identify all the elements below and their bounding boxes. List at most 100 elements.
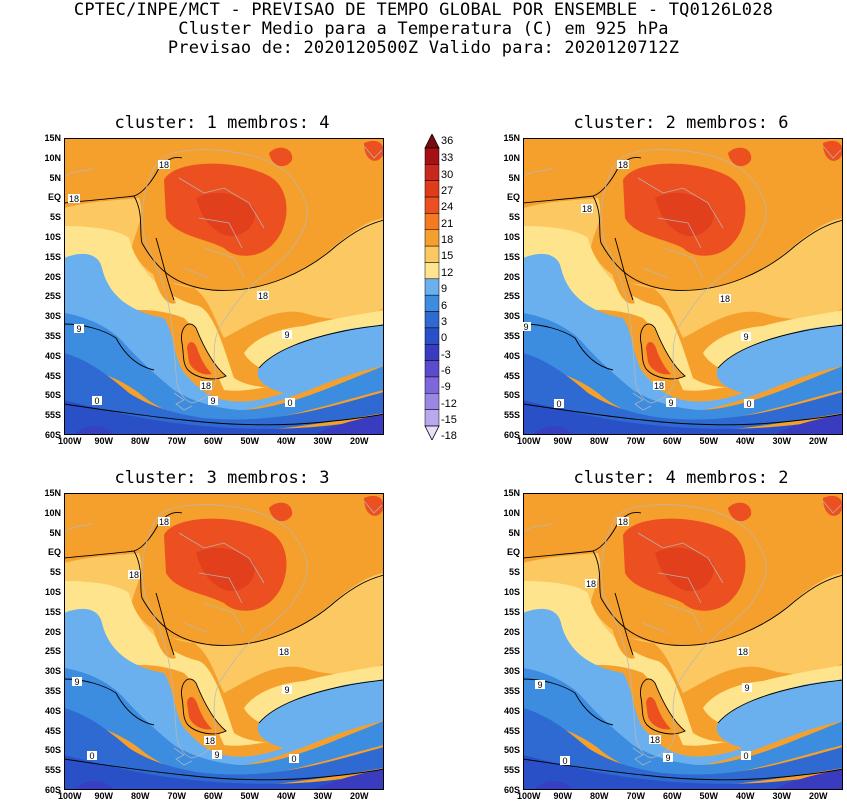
contour-label: 18 (258, 291, 268, 301)
lon-tick-label: 90W (94, 791, 114, 801)
lat-tick-label: 5S (508, 212, 520, 223)
colorbar-tick-label: 33 (441, 152, 454, 165)
lon-tick-label: 40W (277, 791, 296, 801)
lat-tick-label: 60S (503, 785, 520, 795)
lat-tick-label: 40S (503, 705, 520, 716)
colorbar-swatch (424, 147, 440, 165)
lat-tick-label: 15N (503, 133, 520, 143)
colorbar-tick-label: 24 (441, 201, 454, 214)
panel-title: cluster: 2 membros: 6 (573, 113, 789, 133)
contour-label: 18 (586, 579, 596, 589)
lat-tick-label: 30S (44, 311, 61, 322)
contour-label: 18 (582, 204, 592, 214)
lat-tick-label: 20S (503, 271, 520, 282)
lat-tick-label: 25S (503, 291, 520, 302)
lat-tick-label: 25S (44, 646, 61, 657)
contour-label: 18 (720, 294, 730, 304)
lon-tick-label: 40W (277, 436, 296, 446)
contour-label: 9 (744, 683, 749, 693)
colorbar-tick-label: -6 (441, 364, 451, 377)
contour-label: 18 (650, 735, 660, 745)
panel-title: cluster: 1 membros: 4 (114, 113, 330, 133)
lat-tick-label: 5N (508, 172, 520, 183)
colorbar-tick-label: 9 (441, 283, 448, 296)
lat-tick-label: 5S (49, 212, 61, 223)
lon-tick-label: 70W (626, 791, 646, 801)
contour-label: 9 (668, 398, 673, 408)
lat-tick-label: 15N (44, 488, 61, 498)
colorbar (424, 134, 440, 440)
lat-tick-label: 55S (44, 410, 61, 421)
lon-tick-label: 100W (517, 436, 541, 446)
contour-label: 18 (159, 160, 169, 170)
colorbar-swatch (424, 229, 440, 247)
lat-tick-label: 5N (508, 527, 520, 538)
lat-tick-label: 10S (44, 232, 61, 242)
lat-tick-label: 55S (503, 765, 520, 776)
lon-tick-label: 100W (58, 791, 82, 801)
colorbar-swatch (424, 311, 440, 329)
contour-label: 18 (654, 381, 664, 391)
colorbar-tick-label: 6 (441, 299, 448, 312)
contour-label: 9 (665, 753, 670, 763)
lon-tick-label: 30W (313, 436, 333, 446)
lat-tick-label: 15N (503, 488, 520, 498)
lon-tick-label: 30W (313, 791, 333, 801)
header-title: CPTEC/INPE/MCT - PREVISAO DE TEMPO GLOBA… (73, 0, 774, 20)
lat-tick-label: 10N (503, 152, 520, 163)
colorbar-swatch (424, 245, 440, 263)
contour-label: 0 (89, 751, 94, 761)
contour-label: 9 (537, 680, 542, 690)
colorbar-swatch (424, 409, 440, 427)
lat-tick-label: 50S (44, 745, 61, 756)
lat-tick-label: 20S (503, 626, 520, 637)
lon-tick-label: 40W (736, 791, 755, 801)
temperature-map: 18 18 18 9 9 18 9 0 0 (64, 493, 384, 790)
lon-tick-label: 90W (553, 436, 573, 446)
colorbar-swatch (424, 164, 440, 181)
lat-tick-label: 15N (44, 133, 61, 143)
contour-label: 18 (738, 647, 748, 657)
lat-tick-label: 60S (44, 785, 61, 795)
lon-tick-label: 80W (590, 791, 609, 801)
colorbar-tick-label: -9 (441, 381, 451, 394)
colorbar-tick-label: 15 (441, 250, 454, 263)
lat-tick-label: 55S (503, 410, 520, 421)
contour-label: 0 (287, 398, 292, 408)
colorbar-top-arrow (424, 134, 440, 149)
temperature-map: 18 18 18 9 9 18 9 0 0 (64, 138, 384, 435)
contour-label: 18 (159, 517, 169, 527)
lon-tick-label: 50W (699, 791, 719, 801)
contour-label: 18 (201, 381, 211, 391)
colorbar-tick-label: -15 (441, 414, 457, 426)
lon-tick-label: 70W (626, 436, 646, 446)
lat-tick-label: 25S (503, 646, 520, 657)
colorbar-swatch (424, 327, 440, 345)
colorbar-swatch (424, 294, 440, 312)
contour-label: 0 (291, 754, 296, 764)
contour-label: 18 (129, 570, 139, 580)
lat-tick-label: 30S (44, 666, 61, 677)
lat-tick-label: 10S (44, 587, 61, 597)
lon-tick-label: 90W (94, 436, 114, 446)
contour-label: 9 (210, 396, 215, 406)
contour-label: 0 (746, 399, 751, 409)
lat-tick-label: 40S (44, 350, 61, 361)
panel-title: cluster: 3 membros: 3 (114, 468, 330, 488)
contour-label: 9 (76, 324, 81, 334)
header-dates: Previsao de: 2020120500Z Valido para: 20… (167, 38, 680, 58)
lat-tick-label: 5N (49, 527, 61, 538)
temperature-map: 18 18 18 9 9 18 9 0 0 (523, 138, 843, 435)
colorbar-tick-label: 27 (441, 185, 454, 198)
lat-tick-label: 45S (503, 370, 520, 381)
lat-tick-label: 10N (44, 507, 61, 518)
lat-tick-label: 35S (503, 331, 520, 341)
lat-tick-label: 35S (44, 331, 61, 341)
lon-tick-label: 100W (58, 436, 82, 446)
lat-tick-label: 10N (503, 507, 520, 518)
colorbar-tick-label: 0 (441, 332, 448, 345)
colorbar-swatch (424, 360, 440, 378)
lon-tick-label: 70W (167, 791, 187, 801)
colorbar-tick-label: 18 (441, 234, 454, 247)
contour-label: 18 (618, 517, 628, 527)
